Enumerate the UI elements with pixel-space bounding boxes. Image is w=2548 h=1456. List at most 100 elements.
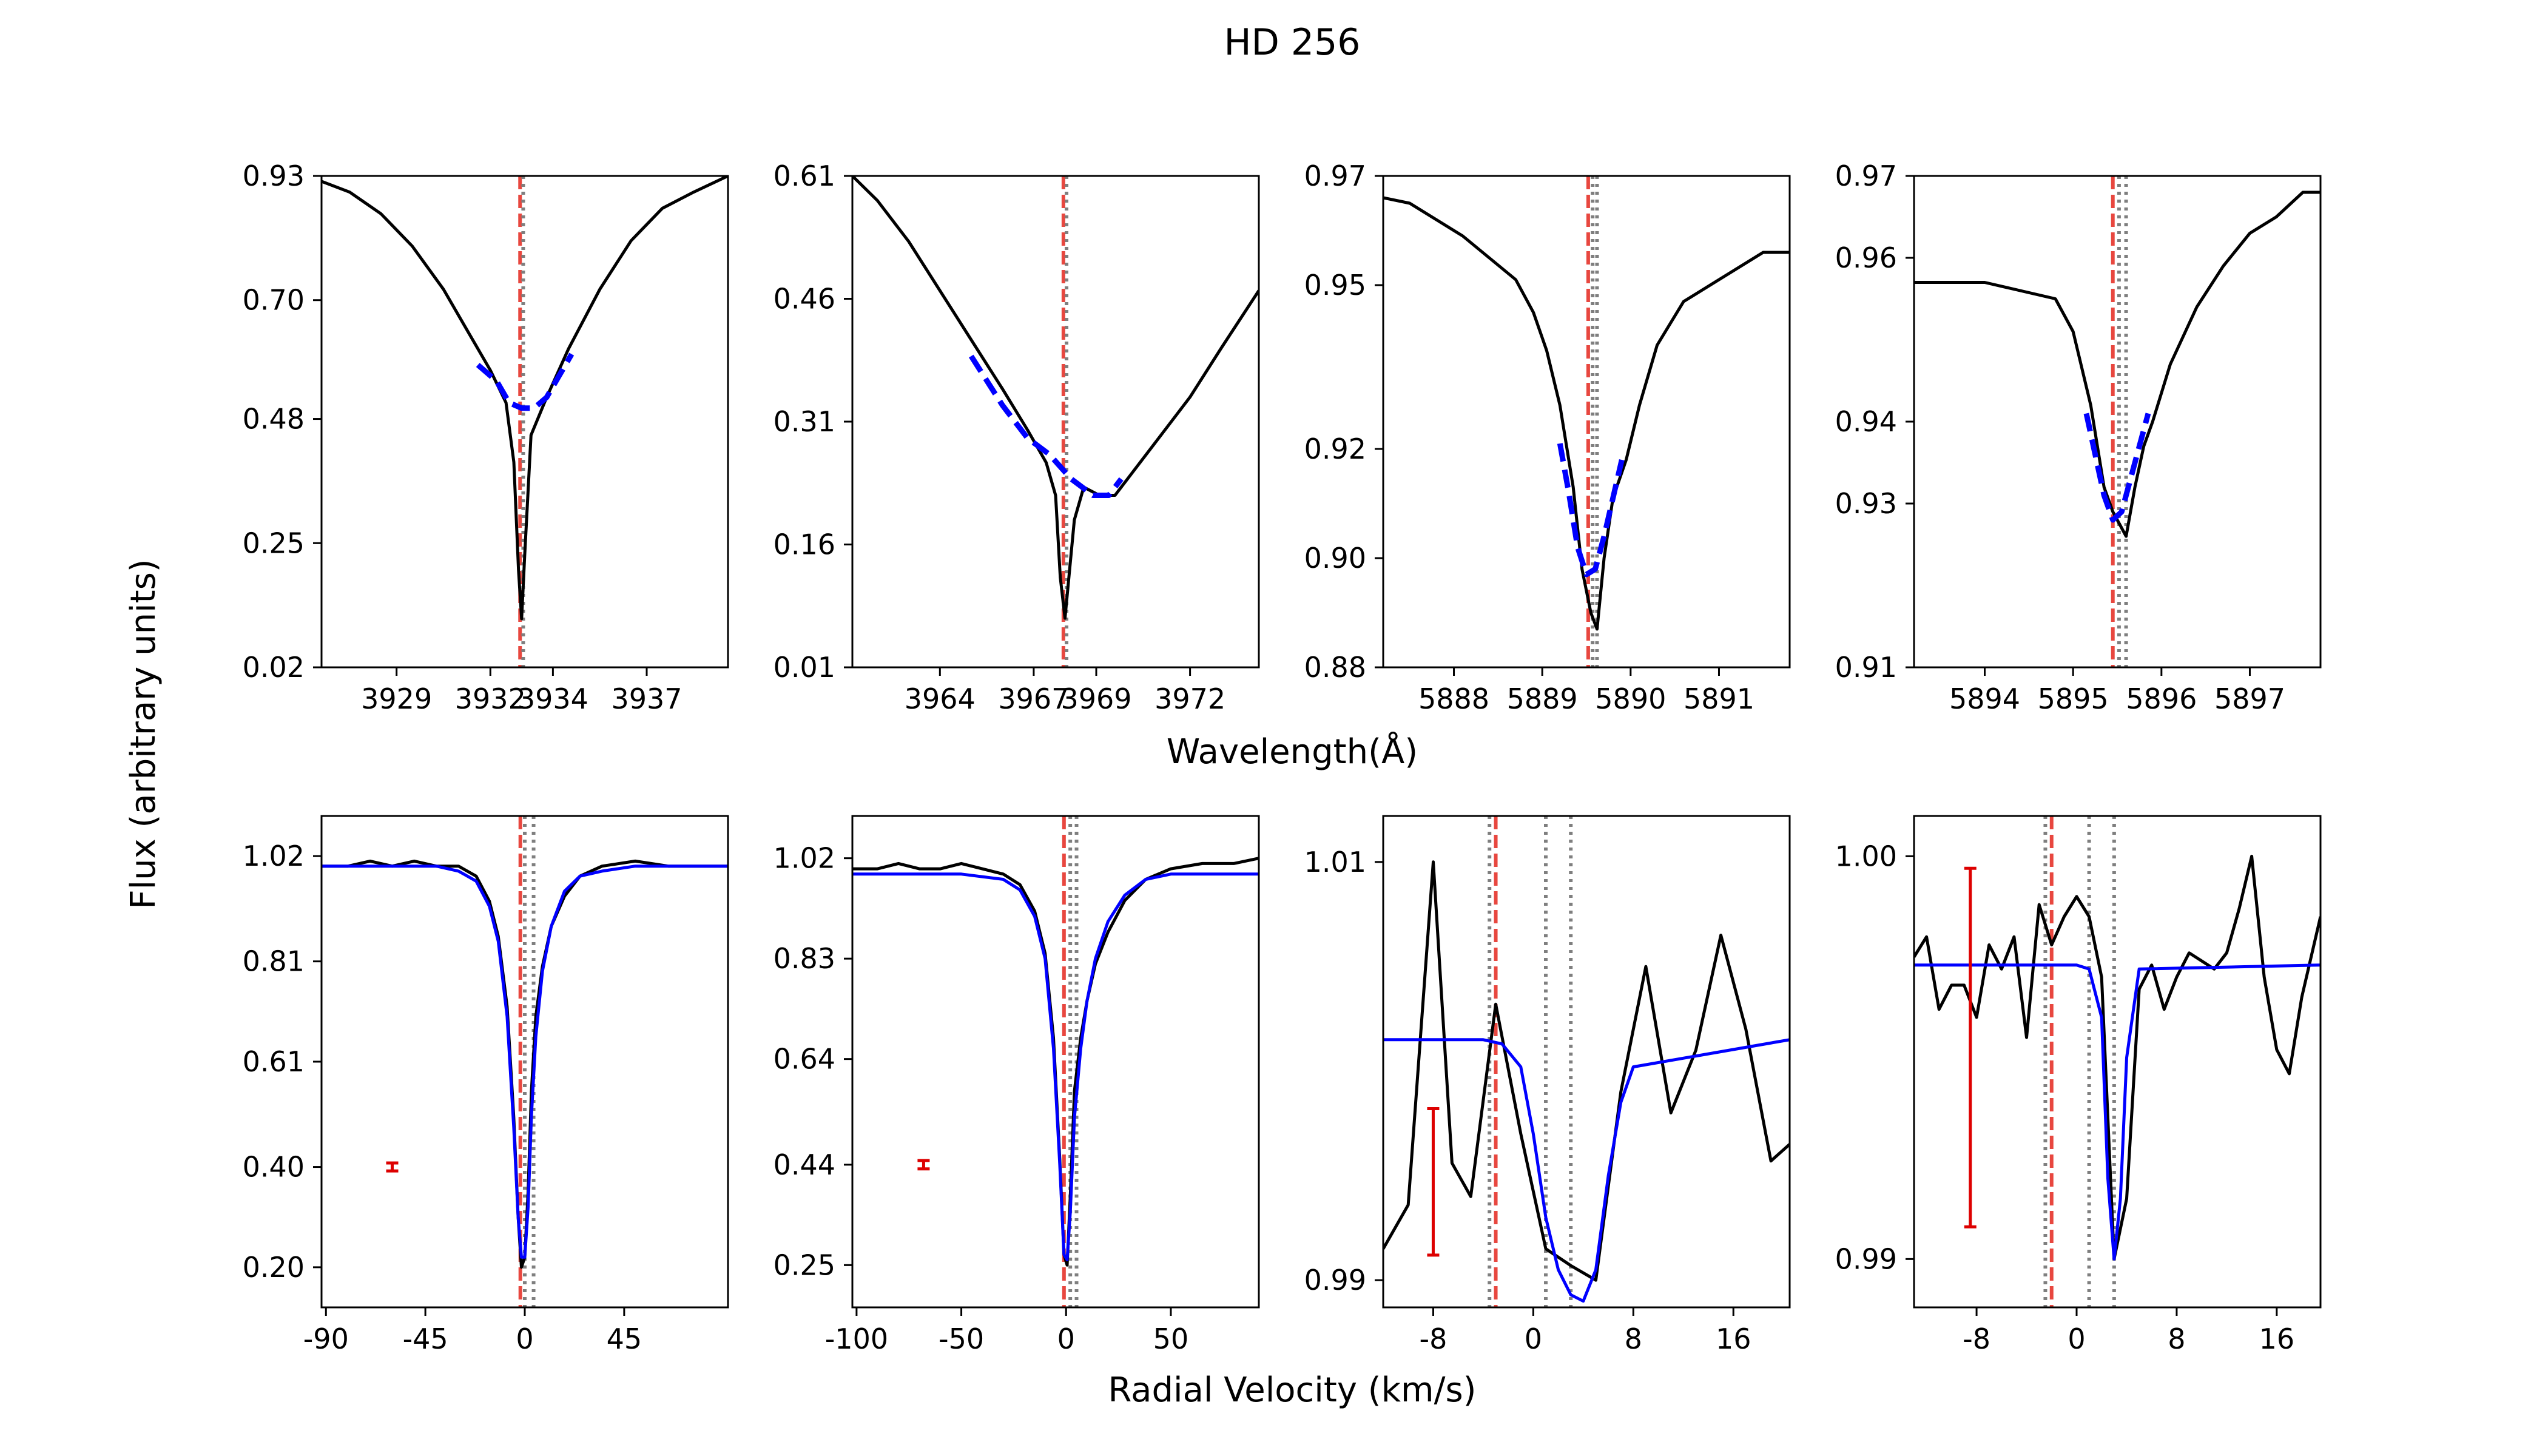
spectrum-line — [1383, 196, 1790, 631]
axes-frame — [1913, 815, 2322, 1309]
spectrum-line — [852, 176, 1259, 620]
axes-frame — [1382, 815, 1791, 1309]
plot-area — [1383, 176, 1790, 667]
x-tick-label: 3929 — [361, 682, 432, 715]
y-tick-label: 0.99 — [1835, 1242, 1897, 1275]
fit-line — [1383, 1038, 1790, 1303]
y-tick-label: 0.40 — [243, 1151, 305, 1184]
y-tick-label: 0.61 — [774, 160, 835, 192]
y-tick-label: 0.95 — [1304, 269, 1366, 302]
error-bar — [1964, 866, 1977, 1228]
x-tick-label: 0 — [1057, 1323, 1075, 1355]
x-tick-label: 8 — [2168, 1323, 2185, 1355]
y-tick-label: 0.93 — [1835, 487, 1897, 520]
panel-p3: 5894 5895 5896 5897 0.91 0.93 0.94 0.96 0.97 — [1835, 160, 2322, 715]
plot-area — [1914, 816, 2320, 1307]
y-tick-label: 0.16 — [774, 528, 835, 561]
y-tick-label: 0.97 — [1835, 160, 1897, 192]
y-tick-label: 0.44 — [774, 1148, 835, 1181]
x-tick-label: 3972 — [1154, 682, 1225, 715]
x-tick-label: 3967 — [998, 682, 1069, 715]
y-tick-label: 0.90 — [1304, 542, 1366, 575]
x-tick-label: 50 — [1153, 1323, 1189, 1355]
x-tick-label: 5896 — [2126, 682, 2197, 715]
x-tick-label: -8 — [1420, 1323, 1448, 1355]
error-bar — [386, 1161, 399, 1173]
x-tick-label: 16 — [2259, 1323, 2295, 1355]
axes-frame — [851, 815, 1260, 1309]
x-tick-label: 3932 — [455, 682, 526, 715]
y-tick-label: 0.96 — [1835, 241, 1897, 274]
spectrum-line — [1914, 190, 2320, 538]
y-tick-label: 0.46 — [774, 283, 835, 315]
y-tick-label: 0.99 — [1304, 1264, 1366, 1296]
error-bar — [1427, 1107, 1440, 1257]
error-bar — [917, 1159, 930, 1171]
y-tick-label: 1.01 — [1304, 846, 1366, 878]
plot-area — [852, 176, 1259, 667]
spectrum-line — [322, 859, 728, 1269]
y-tick-label: 0.70 — [243, 284, 305, 317]
x-tick-label: -45 — [403, 1323, 448, 1355]
axes-frame — [1382, 175, 1791, 669]
figure-title: HD 256 — [1224, 21, 1361, 64]
x-tick-label: 3934 — [517, 682, 588, 715]
x-tick-label: 3969 — [1060, 682, 1131, 715]
y-tick-label: 1.02 — [243, 840, 305, 872]
plot-area — [1914, 176, 2320, 667]
x-tick-label: 0 — [2068, 1323, 2085, 1355]
fit-line — [2083, 413, 2151, 523]
x-tick-label: 0 — [1525, 1323, 1542, 1355]
y-tick-label: 0.88 — [1304, 651, 1366, 684]
panel-p7: -8 0 8 16 0.99 1.00 — [1835, 815, 2322, 1355]
y-tick-label: 0.83 — [774, 942, 835, 975]
panel-p2: 5888 5889 5890 5891 0.88 0.90 0.92 0.95 0.97 — [1304, 160, 1791, 715]
y-tick-label: 1.02 — [774, 842, 835, 875]
y-tick-label: 0.25 — [243, 527, 305, 559]
y-tick-label: 0.01 — [774, 651, 835, 684]
bottom-row-x-label: Radial Velocity (km/s) — [1108, 1370, 1477, 1410]
fit-line — [322, 864, 728, 1259]
plot-area — [1383, 816, 1790, 1307]
fit-line — [1914, 963, 2320, 1261]
y-tick-label: 0.64 — [774, 1043, 835, 1076]
x-tick-label: 8 — [1625, 1323, 1642, 1355]
spectrum-line — [1914, 854, 2320, 1261]
x-tick-label: 5889 — [1507, 682, 1578, 715]
top-row-x-label: Wavelength(Å) — [1167, 732, 1418, 772]
fit-line — [969, 354, 1124, 498]
y-tick-label: 0.02 — [243, 651, 305, 684]
y-tick-label: 0.93 — [243, 160, 305, 192]
x-tick-label: 3937 — [611, 682, 682, 715]
panel-p4: -90 -45 0 45 0.20 0.40 0.61 0.81 1.02 — [243, 815, 729, 1355]
x-tick-label: -100 — [825, 1323, 888, 1355]
fit-line — [1557, 443, 1625, 578]
y-tick-label: 0.20 — [243, 1251, 305, 1284]
x-tick-label: 16 — [1716, 1323, 1751, 1355]
y-tick-label: 0.97 — [1304, 160, 1366, 192]
x-tick-label: 0 — [516, 1323, 533, 1355]
plot-area — [322, 816, 728, 1307]
x-tick-label: 5890 — [1595, 682, 1666, 715]
y-tick-label: 0.81 — [243, 945, 305, 978]
plot-area — [322, 176, 728, 667]
plot-area — [852, 816, 1259, 1307]
x-tick-label: 5894 — [1949, 682, 2020, 715]
x-tick-label: 45 — [607, 1323, 642, 1355]
x-tick-label: 5895 — [2038, 682, 2109, 715]
x-tick-label: 5897 — [2214, 682, 2285, 715]
y-tick-label: 0.25 — [774, 1249, 835, 1281]
panel-p5: -100 -50 0 50 0.25 0.44 0.64 0.83 1.02 — [774, 815, 1260, 1355]
spectrum-line — [1383, 860, 1790, 1282]
x-tick-label: 5891 — [1684, 682, 1754, 715]
y-tick-label: 0.92 — [1304, 433, 1366, 465]
panel-p6: -8 0 8 16 0.99 1.01 — [1304, 815, 1791, 1355]
x-tick-label: 5888 — [1418, 682, 1489, 715]
y-tick-label: 1.00 — [1835, 840, 1897, 872]
x-tick-label: -90 — [303, 1323, 349, 1355]
spectrum-line — [322, 176, 728, 621]
